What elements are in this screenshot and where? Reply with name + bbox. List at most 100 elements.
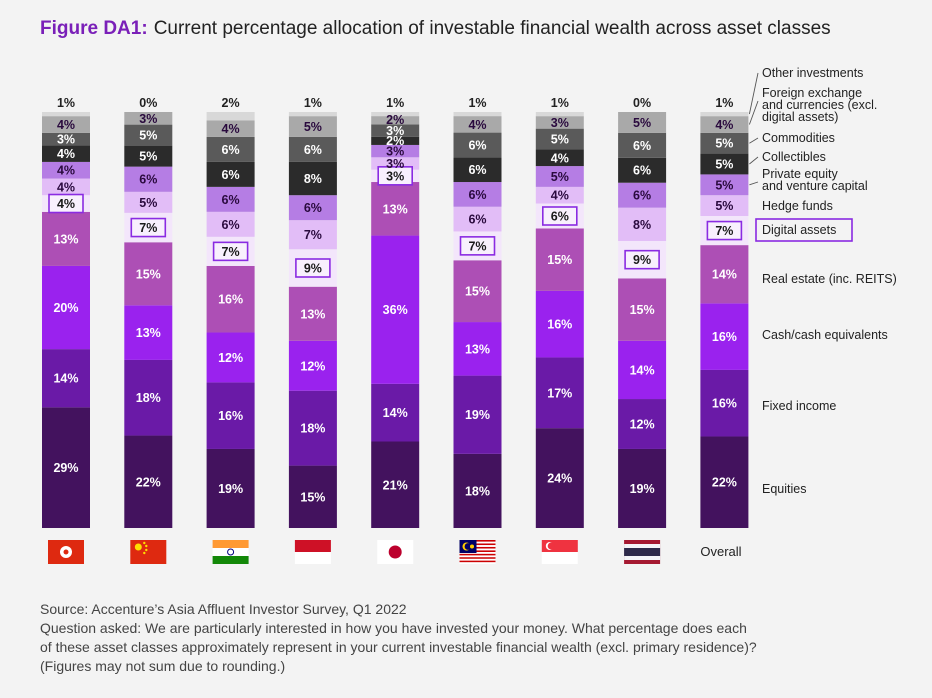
bar-stack: 21%14%36%13%3%3%3%2%3%2%1% xyxy=(371,96,420,528)
data-label: 0% xyxy=(633,96,651,110)
bar-stack: 24% 17% 16% 15% 6% 4% 5% 4% 5% 3% 1% xyxy=(535,96,584,528)
bar-segment xyxy=(42,132,90,146)
legend-item: Commodities xyxy=(749,131,835,145)
data-label: 4% xyxy=(57,118,75,132)
bar-segment xyxy=(206,382,255,449)
data-label: 13% xyxy=(136,326,161,340)
data-label: 1% xyxy=(551,96,569,110)
data-label: 13% xyxy=(300,307,325,321)
bar-segment xyxy=(535,112,584,117)
data-label: 5% xyxy=(139,129,157,143)
data-label: 3% xyxy=(139,112,157,126)
highlight-box xyxy=(48,193,84,214)
bar-segment xyxy=(618,157,667,183)
data-label: 7% xyxy=(222,245,240,259)
bar-stack: 19% 12% 14% 15% 9% 8% 6% 6% 6% 5% 0% xyxy=(618,96,667,528)
question-line-1: Question asked: We are particularly inte… xyxy=(40,620,747,636)
hong-kong-flag-icon xyxy=(48,540,84,564)
bar-segment xyxy=(206,161,255,187)
bar-segment xyxy=(371,383,420,442)
bar-stack: 18% 19% 13% 15% 7% 6% 6% 6% 6% 4% 1% xyxy=(453,96,502,528)
legend-item: Fixed income xyxy=(762,399,836,413)
bar-segment xyxy=(453,453,502,528)
legend-item: Digital assets xyxy=(755,218,853,242)
india-flag-icon xyxy=(212,540,249,564)
legend-item: Real estate (inc. REITS) xyxy=(762,272,897,286)
legend-leader-line xyxy=(748,72,759,115)
bar-segment xyxy=(371,112,420,117)
data-label: 18% xyxy=(300,422,325,436)
bar-segment xyxy=(535,290,584,358)
data-label: 4% xyxy=(57,180,75,194)
bar-segment xyxy=(618,399,667,449)
china-flag-icon xyxy=(130,540,167,564)
bar-segment xyxy=(618,207,667,241)
data-label: 6% xyxy=(304,143,322,157)
bar-stack: 19% 16% 12% 16% 7% 6% 6% 6% 6% 4% 2% xyxy=(206,96,255,528)
bar-segment xyxy=(700,436,749,528)
data-label: 5% xyxy=(715,137,733,151)
bar-segment xyxy=(371,182,420,236)
data-label: 3% xyxy=(551,116,569,130)
bar-stack: 22% 16% 16% 14% 7% 5% 5% 5% 5% 4% 1% xyxy=(700,96,749,528)
data-label: 3% xyxy=(386,169,404,183)
bar-segment xyxy=(124,112,173,125)
data-label: 5% xyxy=(139,150,157,164)
bar-segment xyxy=(371,124,420,137)
bar-segment xyxy=(535,116,584,129)
bar-segment xyxy=(453,206,502,232)
data-label: 19% xyxy=(465,408,490,422)
legend-item: Collectibles xyxy=(749,150,826,165)
bar-segment xyxy=(42,349,90,408)
bar-segment xyxy=(288,286,337,341)
bar-segment xyxy=(206,448,255,528)
legend-label: Collectibles xyxy=(762,150,826,164)
legend-leader-line xyxy=(748,100,759,125)
data-label: 12% xyxy=(630,418,655,432)
data-label: 18% xyxy=(465,484,490,498)
legend-label: Cash/cash equivalents xyxy=(762,328,888,342)
data-label: 3% xyxy=(386,145,404,159)
bar-segment xyxy=(206,186,255,212)
data-label: 7% xyxy=(715,224,733,238)
bar-segment xyxy=(124,166,173,192)
legend-label: and currencies (excl. xyxy=(762,98,877,112)
data-label: 19% xyxy=(630,482,655,496)
legend-leader-line xyxy=(749,137,759,144)
bar-segment xyxy=(288,136,337,162)
data-label: 2% xyxy=(222,96,240,110)
data-label: 15% xyxy=(136,267,161,281)
bar-segment xyxy=(124,191,173,213)
bar-segment xyxy=(618,182,667,208)
data-label: 1% xyxy=(57,96,75,110)
bar-segment xyxy=(42,145,90,162)
bar-segment xyxy=(453,182,502,207)
data-label: 12% xyxy=(300,359,325,373)
bar-segment xyxy=(700,303,749,370)
bar-segment xyxy=(618,112,667,133)
bar-segment xyxy=(371,136,420,145)
data-label: 14% xyxy=(712,268,737,282)
legend-label: Private equity xyxy=(762,167,838,181)
data-label: 6% xyxy=(222,168,240,182)
question-line-2: of these asset classes approximately rep… xyxy=(40,639,757,655)
data-label: 4% xyxy=(57,197,75,211)
bar-segment xyxy=(42,178,90,196)
bar-segment xyxy=(453,112,502,117)
data-label: 6% xyxy=(468,188,486,202)
bar-segment xyxy=(700,245,749,304)
bar-segment xyxy=(371,144,420,158)
data-label: 17% xyxy=(547,386,572,400)
bar-segment xyxy=(288,116,337,137)
bar-stack: 22% 18% 13% 15% 7% 5% 6% 5% 5% 3% 0% xyxy=(124,96,173,528)
bar-segment xyxy=(124,435,173,528)
legend-label: digital assets) xyxy=(762,110,838,124)
data-label: 19% xyxy=(218,482,243,496)
data-label: 4% xyxy=(551,151,569,165)
data-label: 29% xyxy=(53,461,78,475)
bar-segment xyxy=(453,322,502,376)
overall-category-label: Overall xyxy=(700,544,741,559)
bar-segment xyxy=(206,120,255,137)
data-label: 15% xyxy=(465,285,490,299)
bar-segment xyxy=(700,174,749,196)
